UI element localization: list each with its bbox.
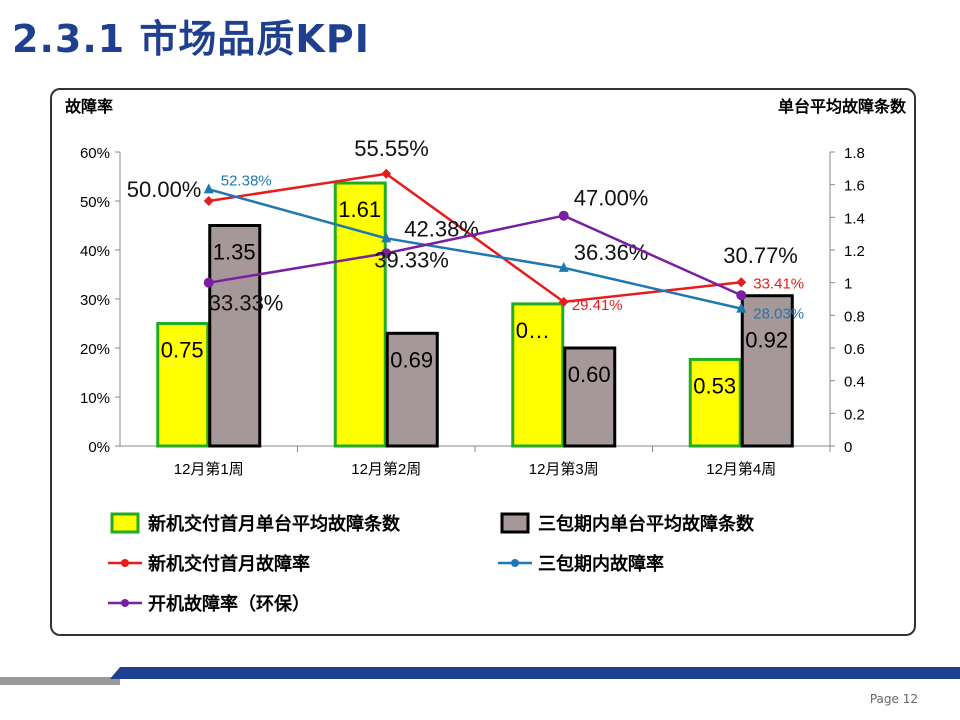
chart-frame [50, 88, 916, 636]
series-line [208, 172, 742, 304]
left-tick-label: 60% [80, 145, 110, 162]
bar [333, 181, 387, 448]
diamond-marker [558, 296, 569, 307]
triangle-marker [203, 183, 214, 194]
legend-label: 三包期内单台平均故障条数 [538, 513, 755, 534]
legend-marker [121, 559, 129, 567]
line-data-label: 50.00% [127, 177, 202, 202]
footer-bar-gray [0, 677, 120, 685]
line-data-label: 29.41% [572, 297, 623, 314]
line-data-label: 55.55% [354, 136, 429, 161]
left-tick-label: 30% [80, 292, 110, 309]
diamond-marker [203, 196, 214, 206]
right-tick-label: 1 [844, 276, 852, 293]
left-tick-label: 40% [80, 243, 110, 260]
circle-marker [736, 290, 747, 301]
bar-data-label: 1.35 [213, 240, 256, 265]
right-tick-label: 1.6 [844, 178, 865, 195]
left-tick-label: 0% [88, 439, 110, 456]
line-data-label: 33.41% [753, 275, 804, 292]
line-data-label: 47.00% [574, 186, 649, 211]
right-tick-label: 0.4 [844, 374, 865, 391]
bar [688, 357, 742, 448]
line-data-label: 33.33% [209, 291, 284, 316]
line-data-label: 39.33% [374, 247, 449, 272]
bar [563, 346, 617, 448]
legend-label: 三包期内故障率 [538, 553, 664, 574]
page-number: Page 12 [869, 692, 918, 706]
legend-swatch-bar [110, 512, 140, 534]
right-tick-label: 0.6 [844, 341, 865, 358]
x-tick-label: 12月第1周 [174, 460, 244, 478]
bar-data-label: 0.53 [693, 373, 736, 398]
bar-data-label: 0.69 [390, 347, 433, 372]
right-tick-label: 0.2 [844, 406, 865, 423]
line-data-label: 30.77% [723, 243, 798, 268]
legend-marker [511, 559, 519, 567]
diamond-marker [736, 277, 747, 288]
slide-title: 2.3.1 市场品质KPI [12, 17, 370, 61]
left-tick-label: 20% [80, 341, 110, 358]
right-axis-title: 单台平均故障条数 [778, 97, 907, 116]
x-tick-label: 12月第3周 [529, 460, 599, 478]
line-data-label: 28.03% [753, 306, 804, 323]
bar [208, 224, 262, 448]
legend-marker [121, 599, 129, 607]
footer-bar-blue [110, 667, 960, 679]
right-tick-label: 1.8 [844, 145, 865, 162]
series-line [208, 188, 742, 310]
line-data-label: 36.36% [574, 240, 649, 265]
left-axis-title: 故障率 [65, 97, 113, 116]
triangle-marker [381, 232, 392, 243]
bar-data-label: 0.75 [161, 338, 204, 363]
triangle-marker [736, 302, 747, 313]
x-tick-label: 12月第2周 [351, 460, 421, 478]
right-tick-label: 0 [844, 439, 852, 456]
bar-data-label: 0.60 [568, 362, 611, 387]
bar [156, 322, 210, 448]
triangle-marker [558, 261, 569, 272]
bar [385, 331, 439, 448]
bar [740, 294, 794, 448]
right-tick-label: 1.4 [844, 210, 865, 227]
right-tick-label: 1.2 [844, 243, 865, 260]
diamond-marker [381, 168, 392, 179]
legend-swatch-bar [500, 512, 530, 534]
x-tick-label: 12月第4周 [706, 460, 776, 478]
legend-label: 新机交付首月单台平均故障条数 [148, 513, 401, 534]
line-data-label: 52.38% [221, 172, 272, 189]
left-tick-label: 50% [80, 194, 110, 211]
circle-marker [203, 277, 214, 288]
circle-marker [558, 210, 569, 221]
circle-marker [381, 248, 392, 259]
legend-label: 开机故障率（环保） [148, 593, 310, 614]
series-line [208, 214, 742, 297]
bar-data-label: 0… [516, 318, 550, 343]
line-data-label: 42.38% [404, 216, 479, 241]
right-tick-label: 0.8 [844, 308, 865, 325]
legend-label: 新机交付首月故障率 [148, 553, 310, 574]
bar-data-label: 0.92 [745, 328, 788, 353]
left-tick-label: 10% [80, 390, 110, 407]
bar-data-label: 1.61 [338, 197, 381, 222]
bar [511, 302, 565, 448]
